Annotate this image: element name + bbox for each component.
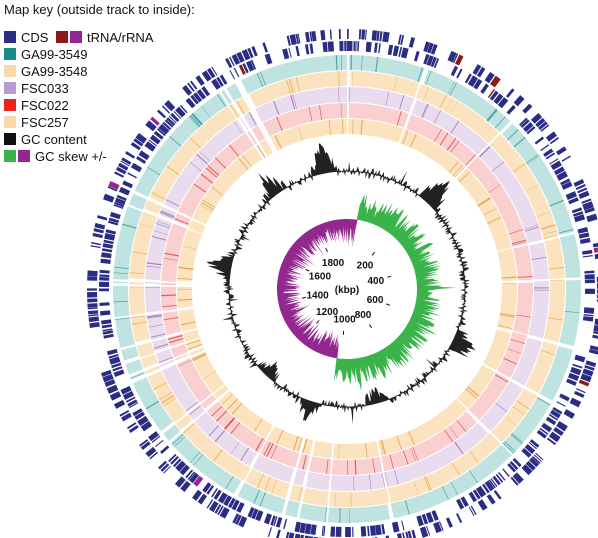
scale-tick (301, 296, 306, 299)
legend-item-gc-content: GC content (4, 131, 87, 147)
legend-label-trna-rrna: tRNA/rRNA (87, 29, 154, 45)
gc-content-track (206, 143, 476, 425)
legend-label-fsc022: FSC022 (21, 97, 69, 113)
scale-tick-label: 1600 (309, 272, 332, 283)
fsc033-swatch (4, 82, 16, 94)
legend-item-ga99-3549: GA99-3549 (4, 46, 88, 62)
legend-label-fsc257: FSC257 (21, 114, 69, 130)
scale-tick-label: 800 (355, 310, 372, 321)
scale-tick (387, 275, 392, 278)
scale-tick-label: 1200 (316, 307, 339, 318)
fsc022-swatch (4, 99, 16, 111)
legend-label-ga99-3549: GA99-3549 (21, 46, 88, 62)
scale-tick-label: 1800 (322, 258, 345, 269)
legend-label-fsc033: FSC033 (21, 80, 69, 96)
scale-tick (371, 251, 376, 256)
scale-tick-label: 1400 (306, 291, 329, 302)
scale-tick-label: 200 (357, 261, 374, 272)
legend-label-gc-content: GC content (21, 131, 87, 147)
ring-ga99-3548 (128, 70, 566, 507)
scale-tick-label: 400 (367, 276, 384, 287)
legend-item-cds: CDS (4, 29, 49, 45)
scale-tick (386, 303, 391, 306)
gc-skew-track (277, 193, 457, 392)
legend-label-ga99-3548: GA99-3548 (21, 63, 88, 79)
scale-tick (369, 324, 373, 329)
cds-swatch (4, 31, 16, 43)
ring-ga99-3549 (112, 54, 582, 523)
scale-tick (325, 248, 328, 253)
ring-fsc257 (176, 118, 518, 459)
ring-fsc022 (160, 102, 534, 476)
gc-content-swatch (4, 133, 16, 145)
scale-tick-label: 1000 (333, 314, 356, 325)
legend-item-fsc033: FSC033 (4, 80, 69, 96)
scale-tick-label: 600 (367, 295, 384, 306)
comparison-rings (112, 54, 582, 523)
gc-skew-pos-swatch (4, 150, 16, 162)
legend-label-cds: CDS (21, 29, 49, 45)
map-key-title: Map key (outside track to inside): (4, 2, 195, 17)
legend-item-fsc257: FSC257 (4, 114, 69, 130)
ga99-3549-swatch (4, 48, 16, 60)
legend-item-fsc022: FSC022 (4, 97, 69, 113)
fsc257-swatch (4, 116, 16, 128)
ga99-3548-swatch (4, 65, 16, 77)
gc-skew-neg-swatch (18, 150, 30, 162)
cds-track (86, 29, 598, 538)
trna-swatch (56, 31, 68, 43)
legend-item-trna-rrna: tRNA/rRNA (56, 29, 154, 45)
scale-tick (305, 268, 310, 272)
rrna-swatch (70, 31, 82, 43)
legend-item-gc-skew: GC skew +/- (4, 148, 107, 164)
ring-fsc033 (144, 86, 550, 491)
scale-tick (316, 320, 320, 324)
legend-label-gc-skew: GC skew +/- (35, 148, 107, 164)
legend-item-ga99-3548: GA99-3548 (4, 63, 88, 79)
kbp-unit-label: (kbp) (335, 285, 359, 296)
